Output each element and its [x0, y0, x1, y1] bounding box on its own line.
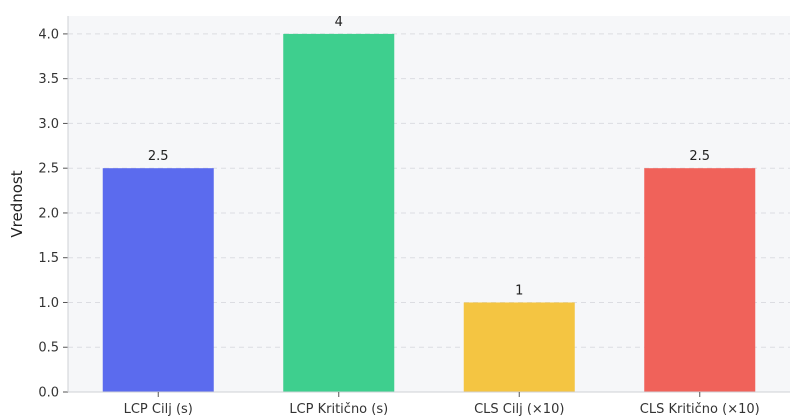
x-axis: LCP Cilj (s) LCP Kritično (s) CLS Cilj (×1… [68, 391, 790, 417]
y-tick-label: 1.0 [38, 296, 59, 311]
y-tick-label: 4.0 [38, 27, 59, 42]
y-axis-title: Vrednost [8, 170, 26, 237]
data-label: 1 [515, 283, 523, 298]
bar [644, 168, 756, 392]
bars-group [102, 33, 756, 393]
data-label: 2.5 [148, 149, 169, 164]
value-labels: 2.5 4 1 2.5 [148, 15, 710, 299]
x-tick-label: LCP Cilj (s) [124, 402, 193, 417]
y-tick-label: 2.5 [38, 162, 59, 177]
y-tick-label: 2.0 [38, 206, 59, 221]
y-tick-label: 0.0 [38, 386, 59, 401]
bar [283, 33, 395, 393]
y-tick-label: 0.5 [38, 341, 59, 356]
data-label: 4 [335, 15, 343, 30]
bar [102, 168, 214, 392]
data-label: 2.5 [689, 149, 710, 164]
y-tick-label: 3.0 [38, 117, 59, 132]
y-tick-label: 1.5 [38, 251, 59, 266]
x-tick-label: LCP Kritično (s) [289, 402, 388, 417]
bar [463, 302, 575, 392]
y-axis: 0.0 0.5 1.0 1.5 2.0 2.5 3.0 3.5 4.0 [38, 16, 69, 401]
x-tick-label: CLS Cilj (×10) [474, 402, 564, 417]
x-tick-label: CLS Kritično (×10) [640, 402, 760, 417]
y-tick-label: 3.5 [38, 72, 59, 87]
